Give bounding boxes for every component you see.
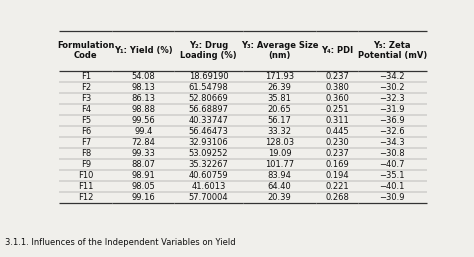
Text: 3.1.1. Influences of the Independent Variables on Yield: 3.1.1. Influences of the Independent Var… (5, 238, 236, 247)
